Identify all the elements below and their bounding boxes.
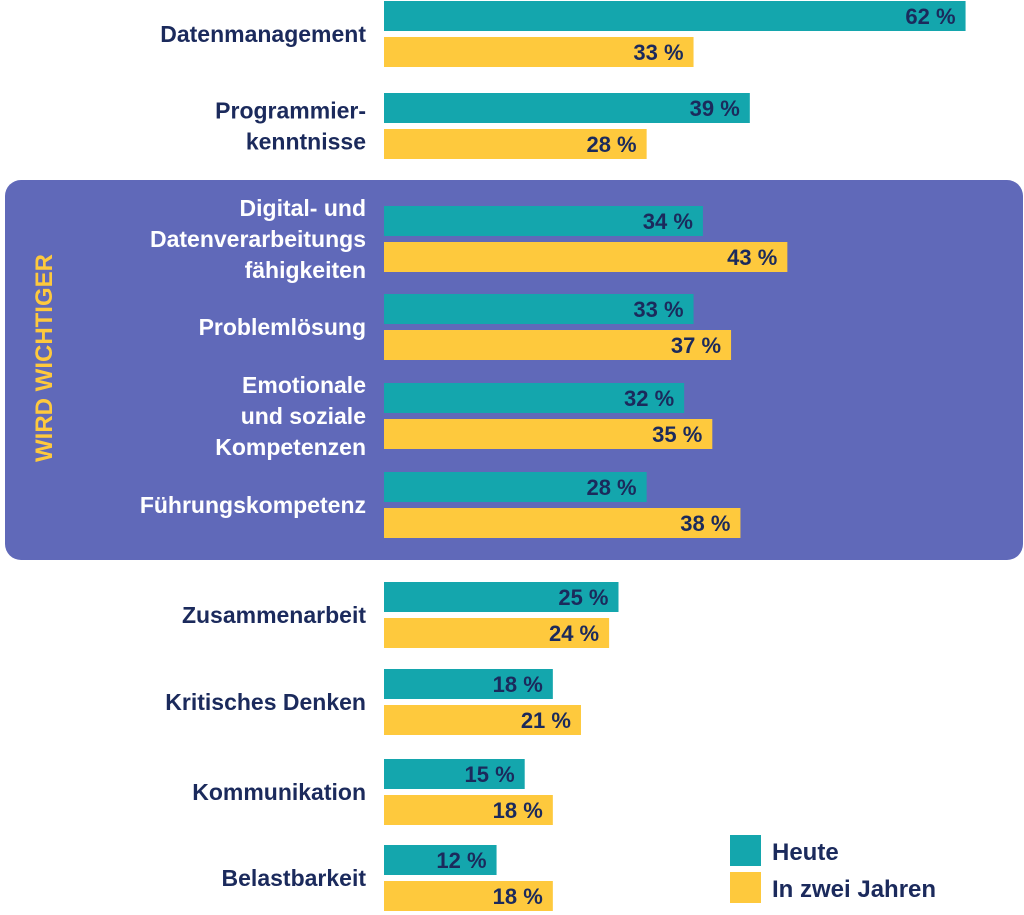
bar-in-zwei-jahren xyxy=(384,330,732,360)
bar-in-zwei-jahren xyxy=(384,618,610,648)
category-label: Digital- und xyxy=(240,195,366,221)
category-label: und soziale xyxy=(241,403,366,429)
category-label: Führungskompetenz xyxy=(140,492,366,518)
legend-label: In zwei Jahren xyxy=(772,876,936,903)
data-label: 28 % xyxy=(586,475,636,500)
data-label: 28 % xyxy=(586,132,636,157)
category-label: Kommunikation xyxy=(192,779,366,805)
category-label: Datenverarbeitungs xyxy=(150,226,366,252)
bar-in-zwei-jahren xyxy=(384,129,647,159)
bar-in-zwei-jahren xyxy=(384,795,553,825)
data-label: 33 % xyxy=(633,40,683,65)
bar-heute xyxy=(384,582,619,612)
category-label: Programmier- xyxy=(215,98,366,124)
data-label: 21 % xyxy=(521,708,571,733)
bar-heute xyxy=(384,206,703,236)
data-label: 12 % xyxy=(436,848,486,873)
data-label: 18 % xyxy=(493,798,543,823)
category-label: kenntnisse xyxy=(246,129,366,155)
bar-in-zwei-jahren xyxy=(384,242,788,272)
data-label: 32 % xyxy=(624,386,674,411)
bar-heute xyxy=(384,472,647,502)
bar-heute xyxy=(384,759,525,789)
data-label: 18 % xyxy=(493,884,543,909)
bar-in-zwei-jahren xyxy=(384,508,741,538)
bar-in-zwei-jahren xyxy=(384,419,713,449)
legend-label: Heute xyxy=(772,839,839,866)
category-label: Zusammenarbeit xyxy=(182,602,366,628)
data-label: 24 % xyxy=(549,621,599,646)
highlight-label: WIRD WICHTIGER xyxy=(31,254,58,462)
data-label: 38 % xyxy=(680,511,730,536)
legend-swatch xyxy=(730,872,761,903)
data-label: 43 % xyxy=(727,245,777,270)
bar-heute xyxy=(384,669,553,699)
data-label: 33 % xyxy=(633,297,683,322)
category-label: Datenmanagement xyxy=(160,21,366,47)
bar-heute xyxy=(384,294,694,324)
data-label: 39 % xyxy=(690,96,740,121)
category-label: fähigkeiten xyxy=(245,257,366,283)
data-label: 15 % xyxy=(465,762,515,787)
bar-heute xyxy=(384,1,966,31)
data-label: 62 % xyxy=(905,4,955,29)
highlight-box xyxy=(5,180,1023,560)
data-label: 18 % xyxy=(493,672,543,697)
bar-heute xyxy=(384,383,685,413)
legend-swatch xyxy=(730,835,761,866)
bar-in-zwei-jahren xyxy=(384,881,553,911)
bar-in-zwei-jahren xyxy=(384,37,694,67)
category-label: Problemlösung xyxy=(199,314,366,340)
data-label: 37 % xyxy=(671,333,721,358)
bar-heute xyxy=(384,845,497,875)
category-label: Kompetenzen xyxy=(215,434,366,460)
category-label: Emotionale xyxy=(242,372,366,398)
data-label: 34 % xyxy=(643,209,693,234)
category-label: Kritisches Denken xyxy=(165,689,366,715)
data-label: 35 % xyxy=(652,422,702,447)
bar-heute xyxy=(384,93,750,123)
category-label: Belastbarkeit xyxy=(222,865,367,891)
data-label: 25 % xyxy=(558,585,608,610)
bar-in-zwei-jahren xyxy=(384,705,581,735)
